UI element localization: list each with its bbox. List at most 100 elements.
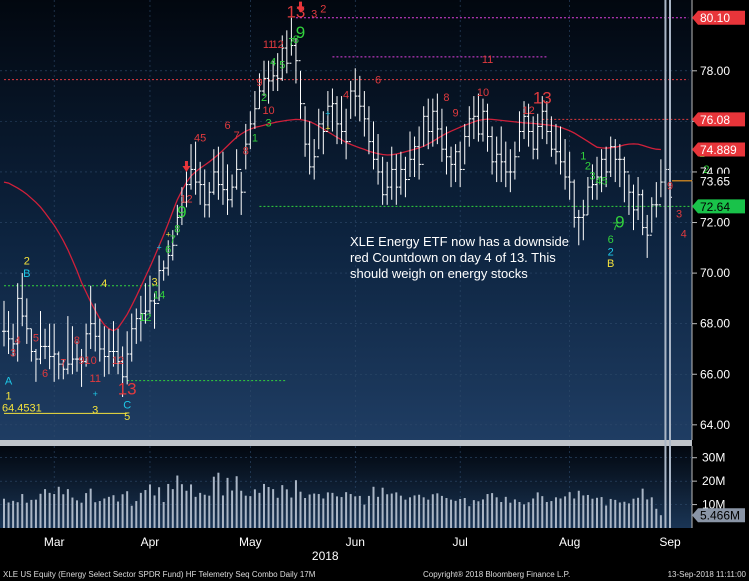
count-label: 3 [311,9,317,21]
y-axis-background [692,0,749,528]
count-label: 1 [5,391,11,403]
price-tick-label: 72.00 [700,216,730,230]
count-label: 9 [453,107,459,119]
count-label: 4 [343,90,349,102]
count-label: 4 [270,57,276,69]
price-label-box [692,173,745,188]
count-label: 2 [608,246,614,258]
count-label: 1 [580,150,586,162]
count-label: 10 [477,87,489,99]
count-label: + [156,242,161,252]
price-label-box [692,10,745,25]
count-label: 3 [589,171,595,183]
price-label-text: 73.65 [700,174,730,188]
down-arrow-icon [296,1,305,13]
price-label-text: 74.889 [700,143,737,157]
count-label: + [325,123,330,133]
count-label: 8 [243,145,249,157]
volume-label-box [692,508,745,523]
count-label: 6 [608,234,614,246]
count-label: 3 [10,348,16,360]
count-label: 6 [165,244,171,256]
x-tick-label: Jul [452,535,467,549]
x-tick-label: May [239,535,262,549]
count-label: 11 [90,373,101,385]
count-label: 12 [112,355,124,367]
count-label: 3 [266,117,272,129]
price-label-text: 76.08 [700,113,730,127]
count-label: 2 [261,92,267,104]
count-label: 2 [24,255,30,267]
count-label: 3 [92,404,98,416]
price-bars [2,17,672,398]
volume-tick-label: 20M [702,474,725,488]
x-year-label: 2018 [312,549,339,563]
price-label-box [692,199,745,214]
count-label: B [607,258,614,270]
footer-timestamp: 13-Sep-2018 11:11:00 [667,570,746,579]
price-tick-label: 64.00 [700,418,730,432]
footer-security-description: XLE US Equity (Energy Select Sector SPDR… [3,570,316,579]
volume-y-axis: 30M 20M 10M [692,451,725,512]
annotation-line: should weigh on energy stocks [350,266,528,281]
count-label: 3 [676,208,682,220]
count-label: 7 [288,37,294,49]
count-label: 2 [320,4,326,16]
footer-copyright: Copyright® 2018 Bloomberg Finance L.P. [423,570,571,579]
count-label: B [23,268,30,280]
count-label: 13 [118,379,137,398]
count-label: 6 [224,120,230,132]
count-label: A [5,375,13,387]
count-label: 45 [595,176,607,188]
count-label: 8 [293,34,299,46]
count-label: 10 [262,105,274,117]
annotation-line: red Countdown on day 4 of 13. This [350,250,556,265]
count-label: 9 [78,355,84,367]
count-label: 9 [615,213,624,232]
count-label: + [93,389,98,399]
count-label: 5 [279,59,285,71]
count-label: 10 [85,355,97,367]
count-label: + [166,230,171,240]
count-label: 9 [296,23,305,42]
x-tick-label: Jun [346,535,365,549]
count-label: 4 [681,229,687,241]
count-label: 4 [101,278,107,290]
count-label: 12 [522,105,534,117]
count-label: 9 [177,202,186,221]
price-tick-label: 78.00 [700,64,730,78]
price-panel-background [0,0,692,440]
count-label: 13 [286,3,305,22]
count-label: 11 [482,54,493,66]
level-lines: 64.4531 [2,17,691,414]
price-label-text: 80.10 [700,11,730,25]
price-tick-label: 66.00 [700,367,730,381]
count-label: 11 [263,39,274,51]
count-label: 12 [272,39,284,51]
count-label: 7 [170,234,176,246]
arrow-markers [182,1,305,172]
low-level-label: 64.4531 [2,402,42,414]
x-tick-label: Aug [559,535,580,549]
volume-label-text: 5.466M [700,509,740,523]
price-label-text: 72.64 [700,200,730,214]
count-label: 7 [612,221,618,233]
panel-separator [0,440,749,446]
count-label: 1 [252,133,258,145]
count-label: 2 [585,160,591,172]
count-label: 12 [180,193,192,205]
last-price-labels: 80.10 76.08 74.889 73.65 72.64 5.466M [672,10,745,523]
count-label: 8 [174,224,180,236]
count-label: 8 [443,92,449,104]
price-tick-label: 68.00 [700,317,730,331]
count-label: 45 [194,133,206,145]
price-label-box [692,112,745,127]
x-tick-label: Mar [44,535,65,549]
count-label: 14 [153,289,165,301]
price-tick-label: 70.00 [700,266,730,280]
count-label: 9 [256,77,262,89]
x-axis: Mar Apr May Jun Jul Aug Sep 2018 [44,535,681,563]
